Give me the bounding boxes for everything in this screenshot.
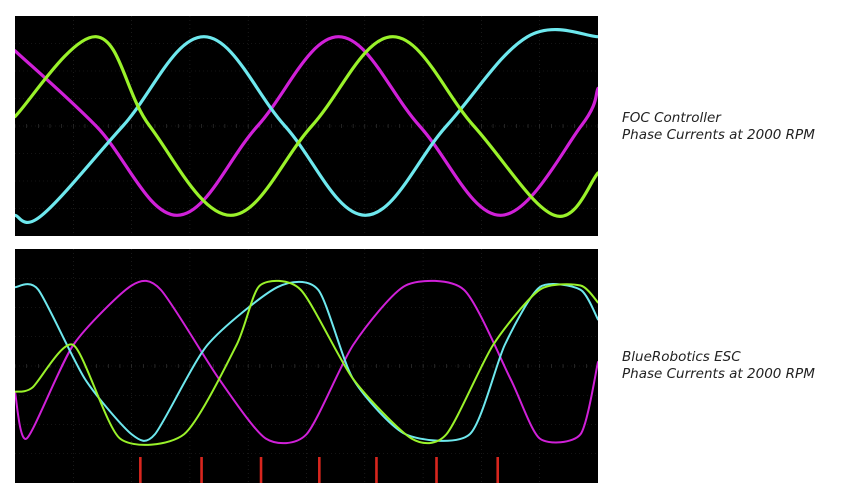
phase-series-1	[15, 279, 598, 445]
foc-caption-subtitle: Phase Currents at 2000 RPM	[622, 127, 815, 143]
esc-caption-subtitle: Phase Currents at 2000 RPM	[622, 366, 815, 382]
phase-series-1	[15, 35, 598, 217]
esc-caption: BlueRobotics ESC Phase Currents at 2000 …	[622, 349, 852, 383]
phase-series-2	[15, 27, 598, 224]
marker-line	[318, 457, 321, 483]
marker-group	[139, 457, 500, 483]
phase-series-2	[15, 280, 598, 442]
foc-scope-chart	[15, 16, 598, 236]
marker-line	[435, 457, 438, 483]
esc-scope-plot	[15, 249, 598, 483]
marker-line	[139, 457, 142, 483]
grid	[15, 249, 598, 483]
marker-line	[200, 457, 203, 483]
foc-caption-title: FOC Controller	[622, 110, 721, 126]
foc-caption: FOC Controller Phase Currents at 2000 RP…	[622, 110, 852, 144]
marker-line	[496, 457, 500, 483]
esc-caption-title: BlueRobotics ESC	[622, 349, 741, 365]
marker-line	[259, 457, 263, 483]
phase-series-3	[15, 35, 598, 218]
marker-line	[375, 457, 378, 483]
phase-series-3	[15, 279, 598, 446]
esc-scope-chart	[15, 249, 598, 483]
foc-scope-plot	[15, 16, 598, 236]
